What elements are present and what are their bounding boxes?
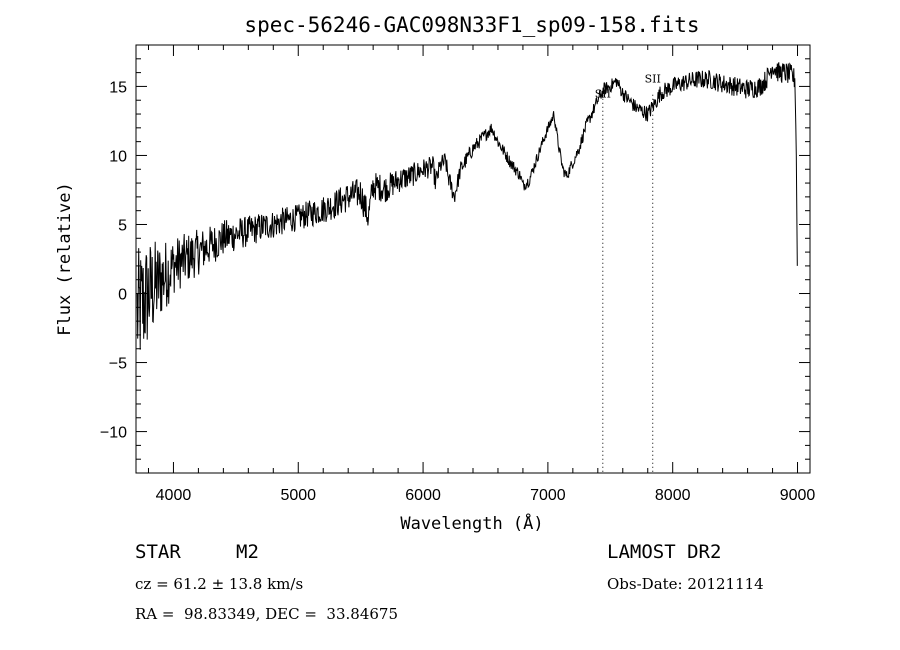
plot-frame [135, 44, 811, 474]
survey-name: LAMOST DR2 [607, 541, 722, 563]
axis-ticks [136, 44, 810, 474]
y-tick-label: −10 [100, 425, 127, 442]
redshift-velocity: cz = 61.2 ± 13.8 km/s [135, 575, 304, 593]
y-tick-label: −5 [109, 356, 127, 373]
y-tick-label: 10 [109, 148, 127, 165]
axis-tick-labels: 4000 5000 6000 7000 8000 9000 −10 −5 0 5 10 15 [100, 79, 816, 504]
x-tick-label: 4000 [156, 487, 192, 504]
x-axis-label: Wavelength (Å) [400, 512, 543, 534]
subclass: M2 [236, 541, 259, 563]
y-axis-label: Flux (relative) [55, 182, 75, 336]
x-tick-label: 5000 [280, 487, 316, 504]
object-class: STAR [135, 541, 181, 563]
x-tick-label: 6000 [405, 487, 441, 504]
y-tick-label: 0 [118, 287, 127, 304]
y-tick-label: 5 [118, 217, 127, 234]
y-tick-label: 15 [109, 79, 127, 96]
x-tick-label: 9000 [780, 487, 816, 504]
obs-date: Obs-Date: 20121114 [607, 575, 764, 593]
spectrum-line [136, 62, 798, 350]
chart-title: spec-56246-GAC098N33F1_sp09-158.fits [244, 13, 699, 37]
x-tick-label: 7000 [530, 487, 566, 504]
x-tick-label: 8000 [655, 487, 691, 504]
spectral-line-label: SII [645, 72, 661, 85]
coordinates: RA = 98.83349, DEC = 33.84675 [135, 605, 399, 623]
